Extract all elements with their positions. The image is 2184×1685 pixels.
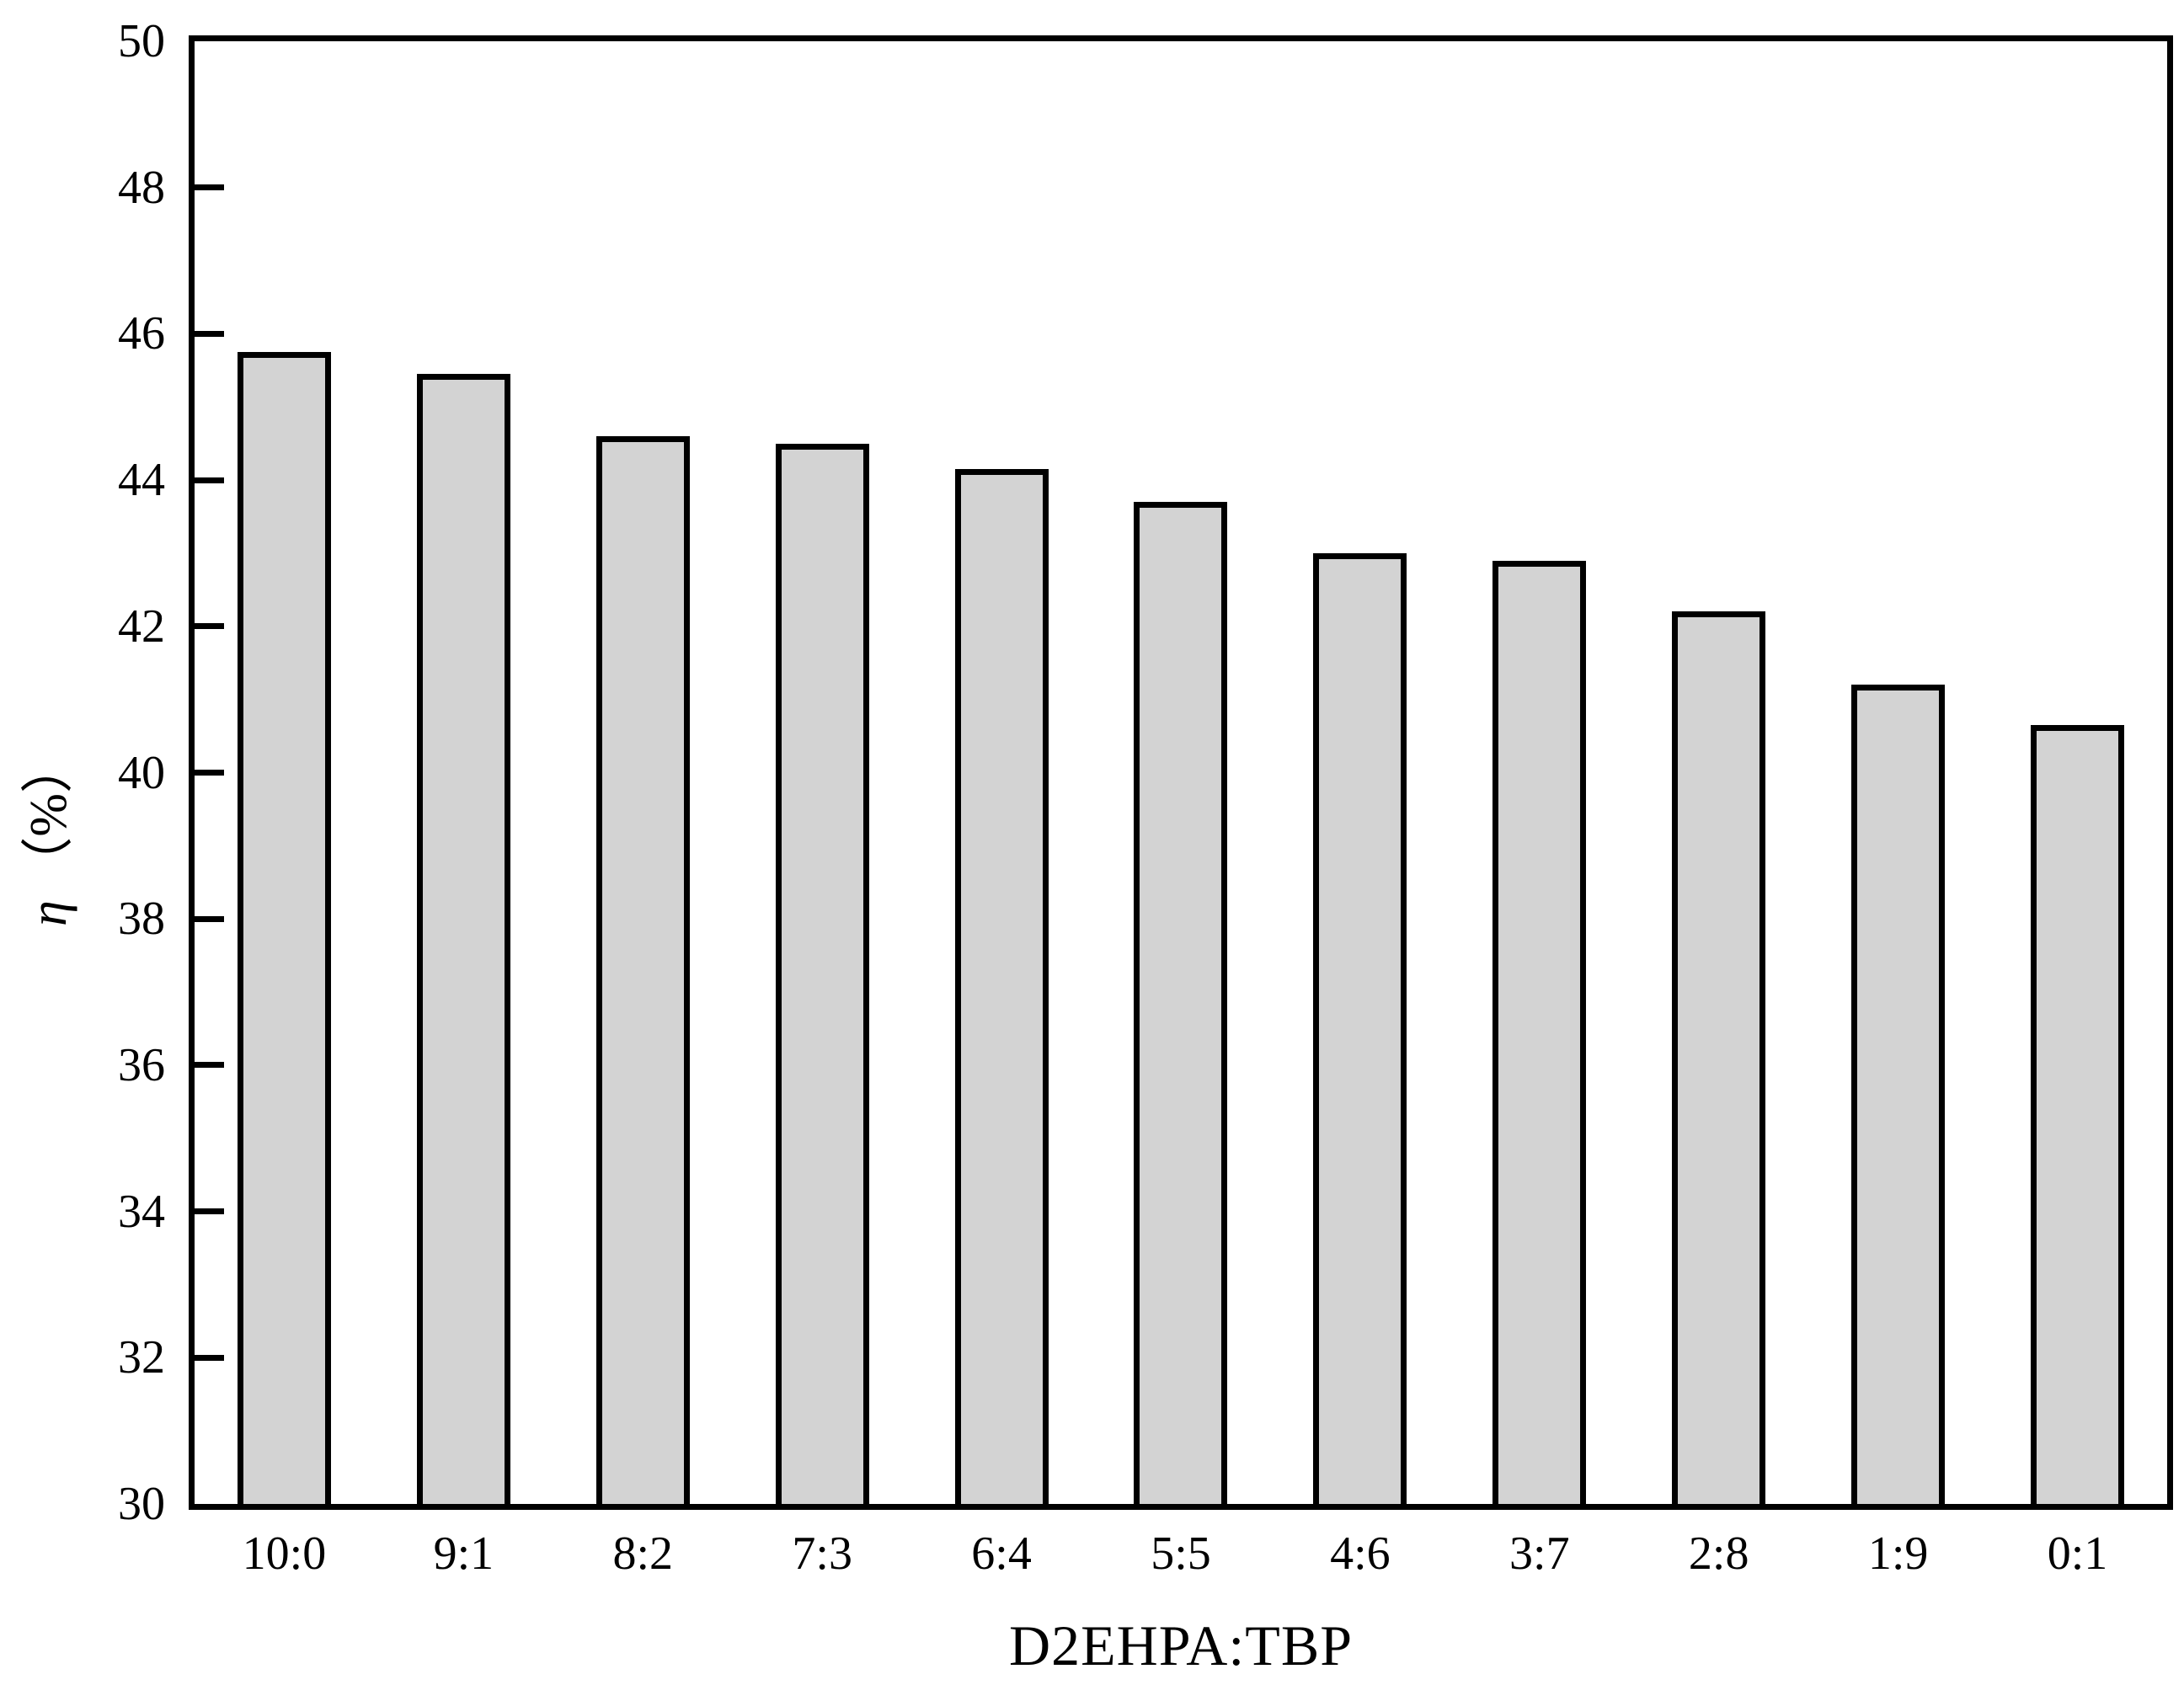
y-tick-label: 36 [118, 1038, 165, 1091]
y-tick-mark [195, 1062, 224, 1069]
bar-slot [1270, 41, 1450, 1504]
bar-4:6 [1313, 552, 1407, 1504]
y-tick-mark [195, 1208, 224, 1215]
bar-slot [195, 41, 374, 1504]
bar-3:7 [1492, 560, 1587, 1504]
bar-slot [1629, 41, 1808, 1504]
bar-6:4 [954, 469, 1049, 1504]
x-tick-label: 3:7 [1509, 1528, 1570, 1580]
y-tick-label: 48 [118, 161, 165, 214]
y-tick-labels: 30 32 34 36 38 40 42 44 46 48 50 [0, 0, 165, 1685]
bar-slot [1450, 41, 1629, 1504]
bar-slot [553, 41, 733, 1504]
plot-area [189, 35, 2173, 1510]
x-tick-label: 0:1 [2047, 1528, 2108, 1580]
y-tick-label: 46 [118, 307, 165, 360]
y-tick-label: 40 [118, 746, 165, 799]
bar-slot [374, 41, 553, 1504]
x-tick-label: 8:2 [612, 1528, 674, 1580]
x-tick-label: 10:0 [242, 1528, 327, 1580]
bar-9:1 [416, 374, 510, 1504]
y-tick-mark [195, 623, 224, 630]
bar-10:0 [237, 352, 331, 1504]
bar-slot [1092, 41, 1271, 1504]
x-tick-label: 7:3 [792, 1528, 852, 1580]
bar-5:5 [1134, 502, 1228, 1504]
bar-8:2 [595, 436, 690, 1504]
y-tick-label: 38 [118, 893, 165, 946]
y-tick-mark [195, 1354, 224, 1361]
y-tick-mark [195, 770, 224, 776]
y-tick-mark [195, 330, 224, 337]
y-tick-label: 50 [118, 15, 165, 67]
y-tick-mark [195, 915, 224, 922]
bar-slot [1808, 41, 1988, 1504]
x-tick-label: 9:1 [433, 1528, 494, 1580]
y-tick-label: 30 [118, 1478, 165, 1530]
bar-7:3 [775, 443, 869, 1504]
y-tick-mark [195, 184, 224, 191]
bar-slot [1988, 41, 2167, 1504]
bar-1:9 [1851, 685, 1946, 1504]
x-axis-label: D2EHPA:TBP [1008, 1613, 1354, 1677]
y-tick-label: 32 [118, 1331, 165, 1384]
x-tick-label: 6:4 [971, 1528, 1032, 1580]
x-tick-labels: 10:0 9:1 8:2 7:3 6:4 5:5 4:6 3:7 2:8 1:9 0:1 [195, 1526, 2167, 1582]
y-tick-label: 44 [118, 454, 165, 507]
x-tick-label: 1:9 [1867, 1528, 1929, 1580]
x-tick-label: 2:8 [1688, 1528, 1749, 1580]
bar-slot [912, 41, 1092, 1504]
bar-0:1 [2031, 725, 2125, 1504]
bar-2:8 [1672, 611, 1766, 1504]
bars-container [195, 41, 2167, 1504]
y-tick-label: 42 [118, 600, 165, 653]
bar-slot [733, 41, 912, 1504]
x-tick-label: 4:6 [1330, 1528, 1391, 1580]
y-tick-mark [195, 477, 224, 483]
x-tick-label: 5:5 [1151, 1528, 1211, 1580]
y-tick-label: 34 [118, 1185, 165, 1238]
